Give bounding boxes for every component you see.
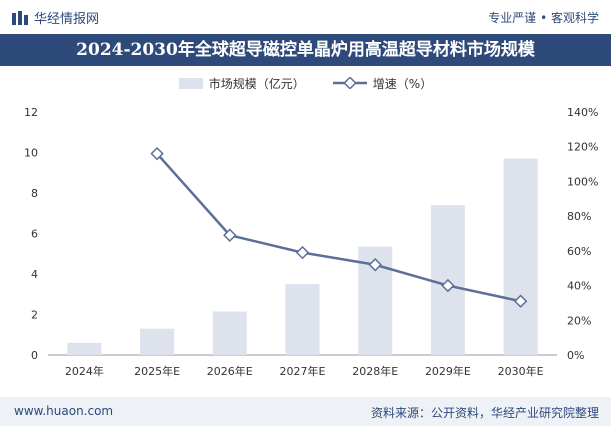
growth-line — [156, 152, 521, 303]
chart-svg: 0246810120%20%40%60%80%100%120%140%2024年… — [24, 106, 598, 378]
y-left-tick-label: 12 — [24, 106, 38, 119]
legend-item-line: 增速（%） — [332, 75, 433, 92]
legend: 市场规模（亿元） 增速（%） — [0, 72, 611, 94]
bar-2 — [212, 311, 247, 355]
y-right-tick-label: 20% — [567, 314, 591, 327]
y-right-tick-label: 100% — [567, 175, 598, 188]
footer-source: 资料来源：公开资料，华经产业研究院整理 — [370, 406, 599, 420]
legend-item-bar: 市场规模（亿元） — [178, 75, 305, 92]
legend-bar-swatch — [178, 77, 203, 89]
brand-name: 华经情报网 — [34, 12, 100, 27]
y-right-tick-label: 40% — [567, 280, 591, 293]
y-left-tick-label: 0 — [31, 349, 38, 362]
x-tick-label: 2029年E — [425, 364, 471, 378]
bar-0 — [67, 342, 102, 355]
y-left-tick-label: 4 — [31, 268, 38, 281]
footer-website: www.huaon.com — [14, 404, 114, 418]
legend-line-label: 增速（%） — [372, 76, 433, 91]
chart-title: 2024-2030年全球超导磁控单晶炉用高温超导材料市场规模 — [0, 34, 611, 66]
growth-point-5 — [513, 294, 528, 308]
y-right-tick-label: 0% — [567, 349, 584, 362]
x-tick-label: 2028年E — [352, 364, 398, 378]
bar-6 — [503, 158, 538, 355]
x-tick-label: 2027年E — [280, 364, 326, 378]
x-tick-label: 2025年E — [134, 364, 180, 378]
growth-point-4 — [441, 278, 455, 293]
top-bar: 华经情报网 专业严谨 • 客观科学 — [0, 0, 611, 34]
y-right-tick-label: 120% — [567, 141, 598, 154]
y-right-tick-label: 80% — [567, 210, 591, 223]
x-tick-label: 2026年E — [207, 364, 253, 378]
x-tick-label: 2024年 — [65, 364, 104, 378]
brand: 华经情报网 — [12, 8, 99, 27]
chart-area: 0 2 4 6 8 10 12 0% 20% 40% 60% 80% 100% 120% 140% 2024年… — [0, 94, 611, 394]
x-tick-label: 2030年E — [498, 364, 544, 378]
y-left-tick-label: 6 — [31, 228, 38, 241]
slogan: 专业严谨 • 客观科学 — [488, 11, 599, 25]
y-left-tick-label: 8 — [31, 187, 38, 200]
growth-point-3 — [368, 258, 382, 272]
logo-icon — [12, 10, 28, 25]
bar-1 — [140, 328, 175, 355]
y-left-tick-label: 2 — [31, 309, 38, 322]
legend-bar-label: 市场规模（亿元） — [208, 76, 305, 91]
y-left-tick-label: 10 — [24, 147, 38, 160]
growth-point-1 — [223, 228, 237, 242]
y-right-tick-label: 60% — [567, 245, 591, 258]
y-right-tick-label: 140% — [567, 106, 598, 119]
growth-point-2 — [295, 245, 310, 260]
legend-line-swatch — [332, 77, 367, 89]
bar-3 — [285, 284, 320, 355]
growth-point-0 — [150, 146, 164, 161]
footer: www.huaon.com 资料来源：公开资料，华经产业研究院整理 — [0, 397, 611, 426]
